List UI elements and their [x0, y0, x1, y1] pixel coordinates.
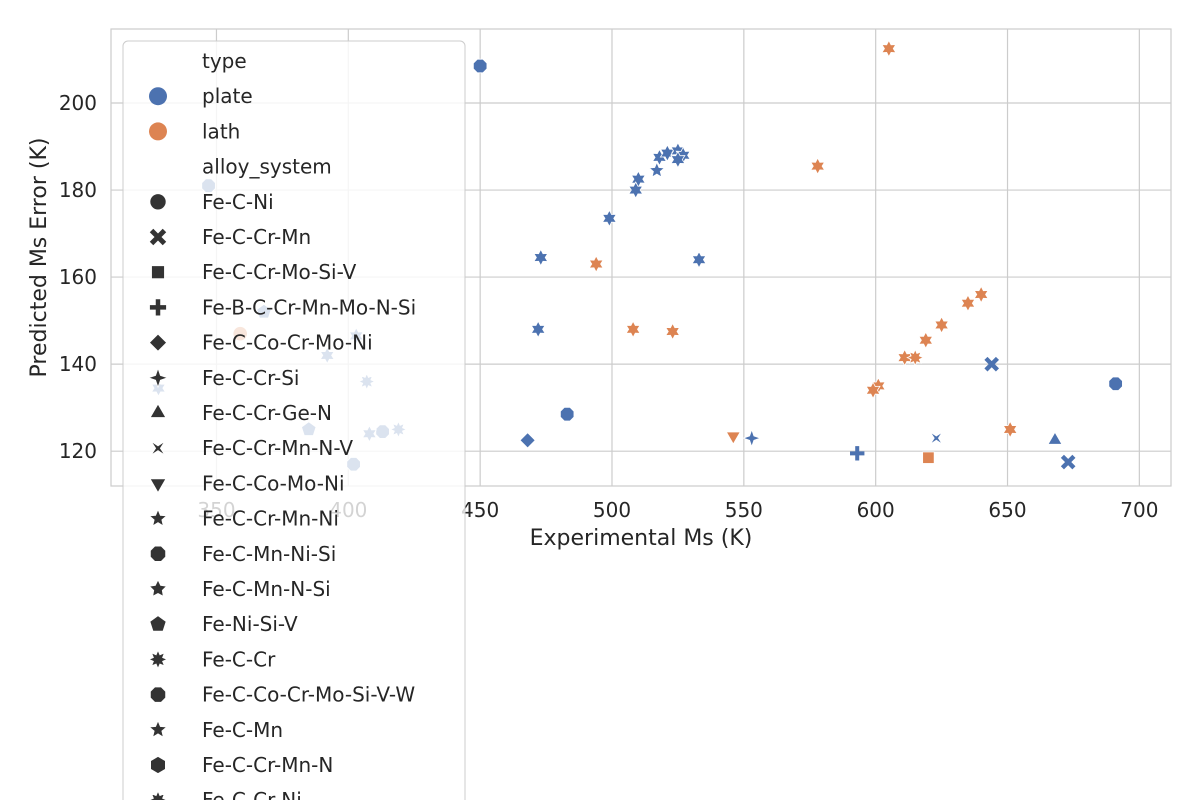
data-point [625, 320, 641, 339]
data-point [1108, 376, 1123, 391]
legend-label: Fe-C-Co-Cr-Mo-Si-V-W [202, 683, 415, 707]
data-point [1002, 420, 1018, 439]
x-tick-label: 500 [593, 498, 631, 522]
legend-label: Fe-C-Cr-Mn [202, 225, 311, 249]
x-tick-label: 550 [725, 498, 763, 522]
data-point [865, 381, 881, 400]
legend-label: lath [202, 119, 240, 143]
legend-label: Fe-C-Cr-Mn-N [202, 753, 333, 777]
legend-marker [149, 122, 167, 141]
legend-marker [150, 441, 166, 456]
x-tick-label: 650 [988, 498, 1026, 522]
legend-label: Fe-Ni-Si-V [202, 612, 298, 636]
y-tick-label: 200 [59, 91, 97, 115]
legend-marker [148, 579, 168, 598]
legend-marker [149, 615, 167, 632]
legend-label: Fe-B-C-Cr-Mn-Mo-N-Si [202, 295, 416, 319]
data-point [1060, 454, 1076, 470]
legend: type plate lath alloy_system Fe-C-Ni Fe-C-Cr-… [122, 40, 466, 804]
legend-marker [148, 333, 168, 352]
legend-label: Fe-C-Cr-Mn-N-V [202, 436, 353, 460]
legend-marker [148, 508, 168, 527]
data-point [533, 248, 549, 267]
legend-marker [148, 719, 168, 738]
legend-marker [149, 299, 167, 316]
data-point [472, 58, 488, 74]
legend-marker [147, 367, 169, 389]
legend-marker [151, 265, 165, 280]
x-axis-label: Experimental Ms (K) [530, 526, 753, 551]
legend-marker [149, 193, 167, 211]
legend-title: alloy_system [202, 155, 332, 179]
legend-label: plate [202, 84, 253, 108]
legend-marker [149, 545, 167, 562]
data-point [1047, 431, 1063, 445]
legend-label: Fe-C-Mn [202, 718, 283, 742]
tick-labels: 350400450500550600650700120140160180200 [59, 91, 1159, 522]
data-point [929, 431, 943, 445]
legend-label: Fe-C-Ni [202, 190, 274, 214]
legend-label: Fe-C-Mn-N-Si [202, 577, 331, 601]
x-tick-label: 700 [1120, 498, 1158, 522]
data-point [670, 150, 686, 169]
data-point [628, 181, 644, 199]
legend-title: type [202, 49, 247, 73]
data-point [984, 356, 1000, 372]
legend-label: Fe-C-Cr-Ge-N [202, 401, 332, 425]
y-axis-label: Predicted Ms Error (K) [27, 138, 52, 378]
data-point [559, 406, 575, 422]
data-point [588, 255, 604, 273]
x-tick-label: 600 [857, 498, 895, 522]
legend-label: Fe-C-Cr-Ni [202, 788, 302, 800]
legend-marker [147, 649, 169, 670]
legend-box [122, 40, 466, 804]
y-tick-label: 160 [59, 265, 97, 289]
data-point [648, 161, 666, 178]
data-point [906, 348, 925, 367]
legend-label: Fe-C-Cr-Mo-Si-V [202, 260, 357, 284]
data-point [960, 294, 976, 313]
data-point [725, 431, 741, 445]
data-point [881, 39, 897, 58]
legend-label: Fe-C-Mn-Ni-Si [202, 542, 336, 566]
y-tick-label: 120 [59, 439, 97, 463]
data-point [742, 428, 762, 448]
data-point [691, 250, 707, 269]
data-point [664, 322, 681, 341]
legend-label: Fe-C-Co-Cr-Mo-Ni [202, 331, 373, 355]
plot-frame [110, 28, 1172, 487]
legend-label: Fe-C-Cr-Mn-Ni [202, 507, 339, 531]
data-point [809, 157, 826, 175]
legend-label: Fe-C-Cr [202, 647, 276, 671]
legend-marker [150, 755, 166, 775]
data-point [973, 285, 989, 304]
data-point [850, 446, 865, 461]
legend-label: Fe-C-Co-Mo-Ni [202, 471, 345, 495]
data-point [530, 320, 546, 339]
legend-marker [149, 478, 167, 494]
legend-marker [149, 403, 167, 418]
legend-marker [149, 686, 167, 703]
data-point [601, 209, 618, 228]
data-point [933, 316, 950, 334]
data-point [922, 451, 935, 464]
legend-label: Fe-C-Cr-Si [202, 366, 300, 390]
x-tick-label: 450 [461, 498, 499, 522]
y-tick-label: 180 [59, 178, 97, 202]
legend-marker [149, 228, 167, 246]
data-point [519, 432, 536, 449]
y-tick-label: 140 [59, 352, 97, 376]
legend-marker [149, 87, 167, 106]
data-point [918, 331, 934, 350]
